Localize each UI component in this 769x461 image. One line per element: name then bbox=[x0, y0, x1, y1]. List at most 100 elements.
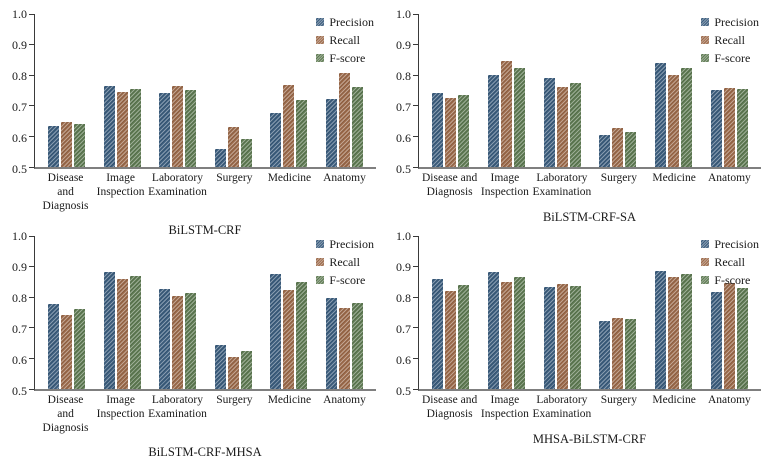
legend-item-precision: Precision bbox=[701, 238, 759, 250]
legend-item-recall: Recall bbox=[701, 256, 759, 268]
plot-area bbox=[413, 235, 761, 391]
x-category-label-anatomy: Anatomy bbox=[707, 394, 751, 406]
legend-item-precision: Precision bbox=[316, 238, 374, 250]
bar-recall-disease-and-diagnosis bbox=[445, 97, 457, 167]
y-tick-label: 0.6 bbox=[12, 353, 27, 367]
bar-group-disease-and-diagnosis bbox=[423, 236, 479, 389]
bar-f-score-laboratory-examination bbox=[569, 82, 581, 167]
bar-recall-laboratory-examination bbox=[172, 86, 184, 167]
y-tick-label: 0.9 bbox=[396, 260, 411, 274]
x-category-label-medicine: Medicine bbox=[652, 172, 696, 184]
bar-recall-image-inspection bbox=[501, 281, 512, 389]
y-tick-label: 1.0 bbox=[12, 229, 27, 243]
legend-item-f-score: F-score bbox=[701, 52, 759, 64]
legend-item-f-score: F-score bbox=[316, 52, 374, 64]
y-tick-mark bbox=[413, 135, 418, 137]
bar-f-score-image-inspection bbox=[129, 88, 141, 167]
bar-precision-surgery bbox=[214, 344, 226, 389]
legend-label: Recall bbox=[329, 255, 360, 269]
bar-recall-laboratory-examination bbox=[172, 295, 184, 389]
y-tick-label: 0.5 bbox=[12, 162, 27, 176]
y-tick-mark bbox=[29, 13, 34, 15]
x-category-label-surgery: Surgery bbox=[600, 394, 637, 406]
y-tick-label: 0.8 bbox=[396, 291, 411, 305]
x-category-label-surgery: Surgery bbox=[600, 172, 637, 184]
bar-precision-surgery bbox=[214, 149, 226, 167]
bar-group-surgery bbox=[590, 14, 646, 167]
chart-title: MHSA-BiLSTM-CRF bbox=[532, 431, 647, 446]
y-tick-mark bbox=[29, 105, 34, 107]
chart-panel-mhsa-bilstm-crf: 1.0 0.9 0.8 0.7 0.6 0.5 Disease and Diagnosis… bbox=[384, 222, 769, 446]
bar-recall-disease-and-diagnosis bbox=[445, 291, 457, 389]
legend-item-recall: Recall bbox=[701, 34, 759, 46]
y-tick-label: 0.9 bbox=[12, 260, 27, 274]
bar-recall-anatomy bbox=[723, 88, 735, 167]
bar-group-anatomy bbox=[701, 236, 757, 389]
chart-body: 1.0 0.9 0.8 0.7 0.6 0.5 bbox=[384, 230, 769, 397]
x-category-label-image-inspection: Image Inspection bbox=[96, 172, 145, 198]
y-tick-label: 0.8 bbox=[396, 69, 411, 83]
bar-precision-image-inspection bbox=[488, 75, 499, 167]
bar-recall-medicine bbox=[668, 74, 680, 167]
legend-item-recall: Recall bbox=[316, 256, 374, 268]
chart-body: 1.0 0.9 0.8 0.7 0.6 0.5 bbox=[0, 230, 384, 397]
bar-group-medicine bbox=[646, 14, 702, 167]
bar-recall-surgery bbox=[612, 128, 624, 167]
y-tick-mark bbox=[29, 235, 34, 237]
legend-swatch-icon bbox=[701, 276, 710, 284]
legend-label: Recall bbox=[329, 33, 360, 47]
chart-body: 1.0 0.9 0.8 0.7 0.6 0.5 bbox=[384, 8, 769, 175]
bar-f-score-surgery bbox=[625, 319, 637, 389]
bar-precision-surgery bbox=[599, 135, 611, 167]
bar-precision-medicine bbox=[270, 274, 282, 389]
y-tick-mark bbox=[29, 357, 34, 359]
bar-group-surgery bbox=[206, 14, 262, 167]
figure-grouped-bar-charts: 1.0 0.9 0.8 0.7 0.6 0.5 Disease and Diagnosis… bbox=[0, 7, 769, 460]
legend-swatch-icon bbox=[316, 240, 325, 248]
bar-f-score-medicine bbox=[296, 282, 308, 389]
bar-recall-anatomy bbox=[338, 73, 350, 167]
bar-f-score-disease-and-diagnosis bbox=[74, 309, 86, 389]
legend-item-precision: Precision bbox=[316, 16, 374, 28]
bar-precision-disease-and-diagnosis bbox=[48, 303, 60, 389]
bar-group-surgery bbox=[590, 236, 646, 389]
y-tick-mark bbox=[413, 235, 418, 237]
bar-group-disease-and-diagnosis bbox=[423, 14, 479, 167]
plot-area bbox=[413, 13, 761, 169]
y-tick-mark bbox=[29, 296, 34, 298]
y-tick-mark bbox=[29, 135, 34, 137]
y-tick-label: 0.8 bbox=[12, 291, 27, 305]
bar-f-score-medicine bbox=[296, 99, 308, 167]
legend-swatch-icon bbox=[316, 18, 325, 26]
bar-precision-medicine bbox=[270, 113, 282, 167]
bar-group-anatomy bbox=[317, 236, 373, 389]
y-tick-mark bbox=[29, 44, 34, 46]
bar-recall-anatomy bbox=[723, 283, 735, 389]
y-tick-label: 0.7 bbox=[396, 322, 411, 336]
bar-recall-anatomy bbox=[338, 307, 350, 389]
chart-title-row: BiLSTM-CRF bbox=[34, 221, 376, 239]
y-tick-mark bbox=[413, 166, 418, 168]
bar-group-image-inspection bbox=[479, 14, 535, 167]
y-tick-mark bbox=[413, 13, 418, 15]
y-tick-mark bbox=[29, 327, 34, 329]
bar-precision-laboratory-examination bbox=[159, 289, 171, 389]
y-tick-mark bbox=[413, 266, 418, 268]
x-category-label-medicine: Medicine bbox=[652, 394, 696, 406]
y-tick-label: 0.9 bbox=[396, 38, 411, 52]
x-category-label-image-inspection: Image Inspection bbox=[480, 394, 529, 420]
y-axis: 1.0 0.9 0.8 0.7 0.6 0.5 bbox=[0, 230, 34, 397]
legend: Precision Recall F-score bbox=[316, 238, 374, 292]
x-category-label-surgery: Surgery bbox=[216, 172, 253, 184]
bar-group-laboratory-examination bbox=[150, 236, 206, 389]
y-axis: 1.0 0.9 0.8 0.7 0.6 0.5 bbox=[384, 230, 418, 397]
bar-recall-surgery bbox=[227, 356, 239, 389]
bar-f-score-image-inspection bbox=[514, 68, 525, 167]
legend-swatch-icon bbox=[701, 54, 710, 62]
y-tick-label: 1.0 bbox=[12, 7, 27, 21]
legend-label: F-score bbox=[329, 273, 366, 287]
y-axis: 1.0 0.9 0.8 0.7 0.6 0.5 bbox=[384, 8, 418, 175]
legend-swatch-icon bbox=[316, 36, 325, 44]
bar-group-surgery bbox=[206, 236, 262, 389]
legend-swatch-icon bbox=[316, 54, 325, 62]
